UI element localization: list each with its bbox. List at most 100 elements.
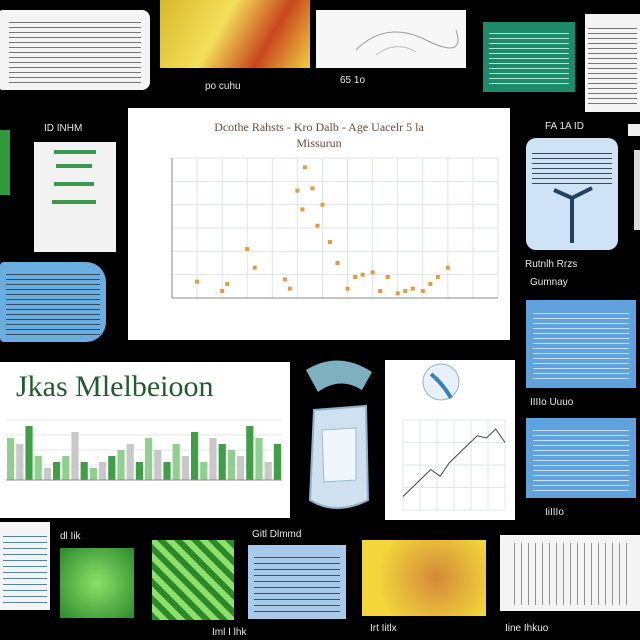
- scatter-point: [395, 291, 400, 296]
- bar: [71, 432, 79, 480]
- bar: [191, 432, 199, 480]
- bar: [34, 456, 42, 480]
- bar: [43, 468, 51, 480]
- bar: [218, 444, 226, 480]
- bar-chart: [6, 419, 282, 481]
- blue-document-thumbnail-right-1: [526, 300, 636, 388]
- scatter-point: [420, 289, 425, 293]
- right-edge-thumbnail: [634, 150, 640, 230]
- blue-document-thumbnail-right-2: [526, 418, 636, 498]
- bottom-left-document: [0, 522, 50, 610]
- bar: [181, 456, 189, 480]
- bar: [117, 450, 125, 480]
- bar: [53, 462, 61, 480]
- sketch-drawing: [355, 29, 459, 56]
- scatter-point: [345, 286, 350, 291]
- scatter-point: [310, 186, 315, 191]
- chart-title-line-2: Missurun: [296, 136, 342, 150]
- middle-bottom-title: Gitl Dlmmd: [252, 529, 302, 540]
- scatter-point: [445, 265, 450, 270]
- right-bottom-caption: IiIIIo: [545, 507, 564, 518]
- right-caption: FA 1A ID: [545, 121, 584, 132]
- bar: [135, 462, 143, 480]
- blue-slide-thumbnail: [248, 545, 346, 619]
- bar: [25, 426, 33, 480]
- right-lower-caption: IIIIo Uuuo: [530, 397, 574, 408]
- scatter-point: [428, 282, 433, 286]
- bar: [16, 444, 24, 480]
- bar: [163, 462, 171, 480]
- orange-image-thumbnail: [362, 540, 486, 616]
- bar: [154, 450, 162, 480]
- bar: [108, 456, 116, 480]
- right-top-caption: 65 1o: [340, 75, 366, 86]
- bottom-right-document: [500, 535, 640, 611]
- bottom-caption-1: Iml I lhk: [212, 627, 247, 638]
- series-line: [402, 428, 506, 497]
- scatter-point: [353, 275, 358, 279]
- bar: [264, 462, 272, 480]
- bar: [246, 426, 254, 480]
- scatter-point: [315, 223, 320, 228]
- left-bottom-caption: dl Iik: [60, 531, 81, 542]
- top-caption: po cuhu: [205, 81, 241, 92]
- scatter-point: [225, 282, 230, 286]
- line-chart-panel: [385, 360, 515, 520]
- bar: [62, 456, 70, 480]
- scatter-point: [385, 275, 390, 279]
- scatter-point: [360, 272, 365, 277]
- scatter-point: [287, 286, 292, 291]
- bar: [145, 438, 153, 480]
- bar: [237, 456, 245, 480]
- bar: [273, 444, 281, 480]
- scatter-point: [300, 207, 305, 212]
- document-thumbnail-top-left: [0, 10, 150, 90]
- green-sliver-thumbnail: [0, 130, 10, 195]
- scatter-point: [302, 165, 307, 170]
- right-mid-caption-2: Gumnay: [530, 277, 568, 288]
- green-links-thumbnail: [34, 142, 116, 252]
- chart-title-line-1: Dcothe Rahsts - Kro Dalb - Age Uacelr 5 …: [214, 120, 424, 134]
- blue-diagram-thumbnail: [526, 138, 618, 250]
- center-chart-panel: Dcothe Rahsts - Kro Dalb - Age Uacelr 5 …: [128, 108, 510, 340]
- document-thumbnail-right: [585, 14, 640, 112]
- magnifier-curve: [429, 372, 453, 400]
- bar: [255, 438, 263, 480]
- scatter-point: [335, 261, 340, 265]
- scatter-point: [327, 240, 332, 244]
- bar: [99, 462, 107, 480]
- panel-title: Jkas Mlelbeioon: [16, 370, 214, 403]
- scatter-point: [378, 289, 383, 293]
- bar: [200, 462, 208, 480]
- bar: [172, 444, 180, 480]
- scatter-point: [295, 188, 300, 193]
- bar: [7, 438, 15, 480]
- green-bar-panel: Jkas Mlelbeioon: [0, 362, 290, 518]
- scatter-point: [370, 270, 375, 275]
- scatter-point: [435, 275, 440, 279]
- sketch-thumbnail: [316, 10, 466, 68]
- scatter-point: [282, 277, 287, 282]
- green-texture-thumbnail-1: [60, 548, 134, 618]
- glass-3d-graphic: [296, 350, 380, 520]
- green-document-thumbnail: [483, 22, 575, 92]
- bar: [89, 468, 97, 480]
- bottom-caption-3: Iine Ihkuo: [505, 623, 549, 634]
- small-white-thumbnail: [628, 124, 640, 136]
- green-texture-thumbnail-2: [152, 540, 234, 620]
- bar: [227, 450, 235, 480]
- line-chart: [402, 363, 506, 511]
- scatter-point: [195, 279, 200, 284]
- yellow-image-thumbnail: [160, 0, 310, 68]
- glass-3d-drawing: [306, 360, 372, 509]
- left-caption: ID INHM: [44, 123, 83, 134]
- bottom-caption-2: Irt Iitlx: [370, 623, 397, 634]
- scatter-point: [410, 286, 415, 291]
- scatter-point: [320, 202, 325, 207]
- bar: [209, 438, 217, 480]
- bar: [80, 462, 88, 480]
- scatter-point: [245, 247, 250, 251]
- scatter-point: [252, 265, 257, 270]
- bar: [126, 444, 134, 480]
- scatter-point: [403, 289, 408, 293]
